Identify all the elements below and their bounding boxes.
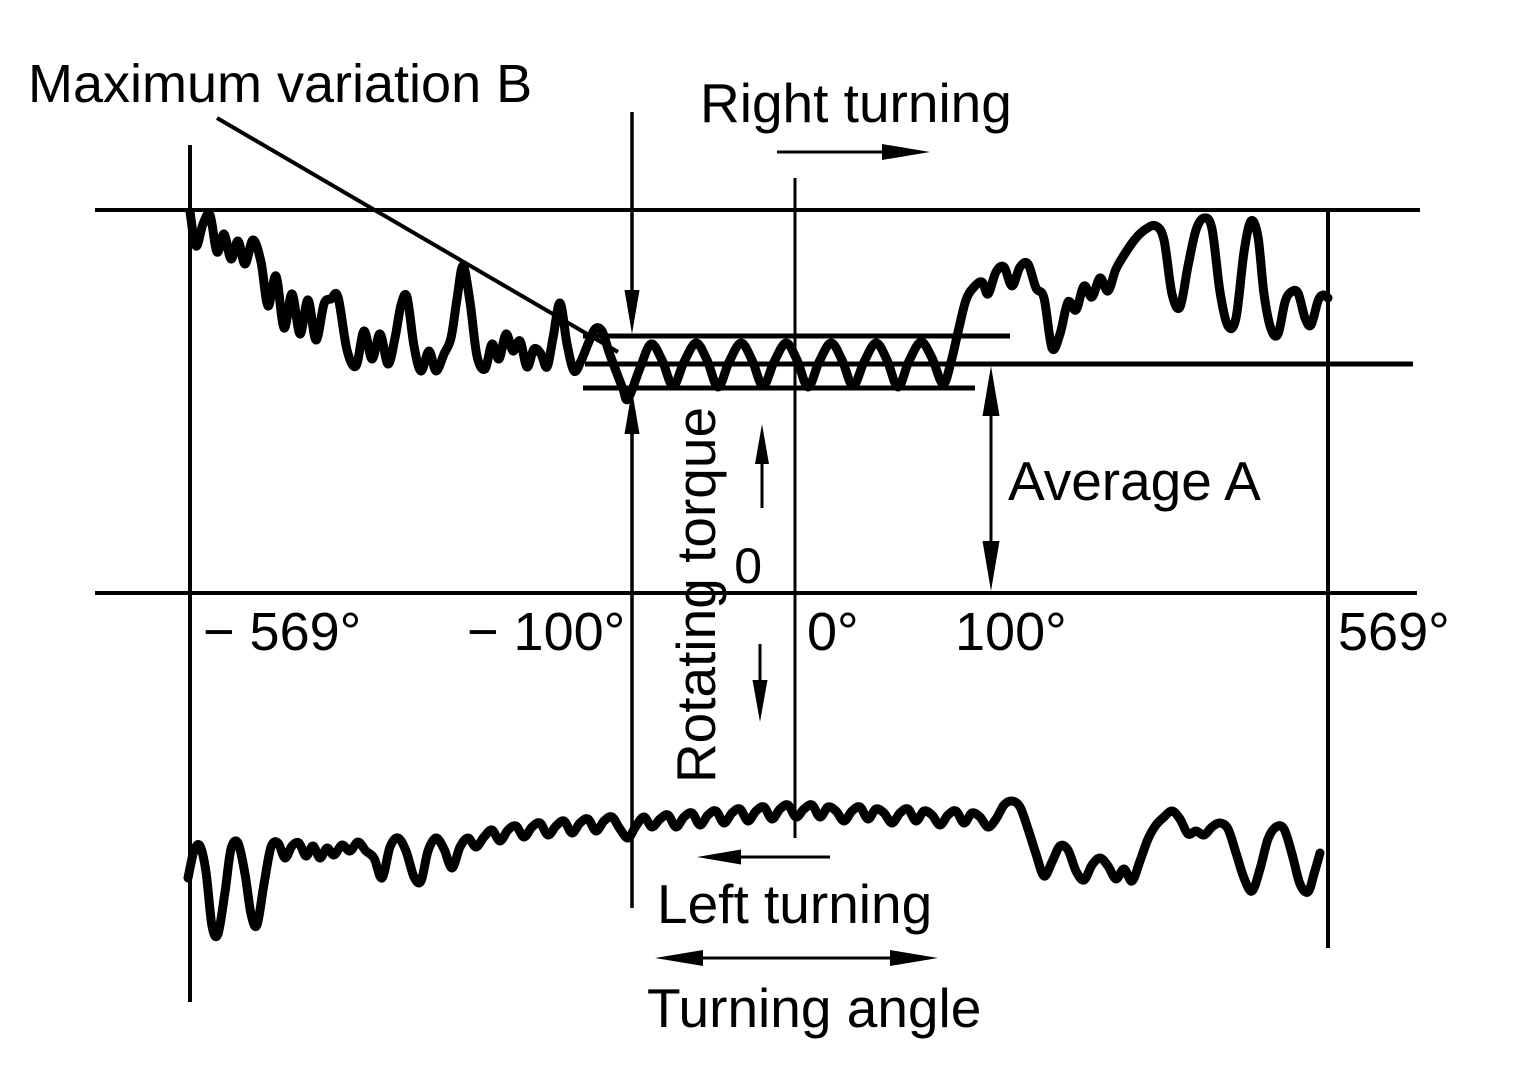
- label-rotating-torque-y-axis: Rotating torque: [665, 407, 727, 783]
- leader-line: [215, 116, 620, 354]
- upper-trace-right-turning: [185, 207, 1333, 405]
- x-tick-label: − 100°: [467, 602, 625, 662]
- variation-upper-arrow-head: [624, 290, 640, 334]
- label-average-a: Average A: [1008, 450, 1261, 512]
- x-tick-label: − 569°: [203, 602, 361, 662]
- lower-trace-left-turning: [183, 796, 1325, 942]
- x-axis-tick-labels: − 569° − 100° 0° 100° 569°: [203, 602, 1450, 662]
- variation-lower-arrow-head: [624, 390, 640, 434]
- label-left-turning: Left turning: [657, 873, 932, 935]
- torque-traces: [183, 207, 1333, 942]
- label-torque-zero: 0: [734, 538, 762, 594]
- average-a-arrow-head: [982, 541, 1000, 591]
- label-turning-angle-x-axis: Turning angle: [647, 977, 981, 1039]
- turning-angle-arrow-head: [890, 950, 938, 966]
- average-a-arrow-head-start: [982, 366, 1000, 416]
- label-maximum-variation-b: Maximum variation B: [28, 54, 532, 114]
- label-right-turning: Right turning: [700, 72, 1012, 134]
- x-tick-label: 569°: [1338, 602, 1450, 662]
- x-tick-label: 0°: [807, 602, 859, 662]
- torque-down-arrow-head: [752, 680, 768, 722]
- right-turning-arrow-head: [882, 144, 930, 160]
- dimension-arrows: [624, 112, 1000, 966]
- torque-up-arrow-head: [755, 424, 769, 464]
- left-turning-arrow-head: [697, 849, 741, 865]
- frame-and-reference-lines: [95, 116, 1420, 1002]
- x-tick-label: 100°: [955, 602, 1067, 662]
- turning-angle-arrow-head-start: [655, 950, 703, 966]
